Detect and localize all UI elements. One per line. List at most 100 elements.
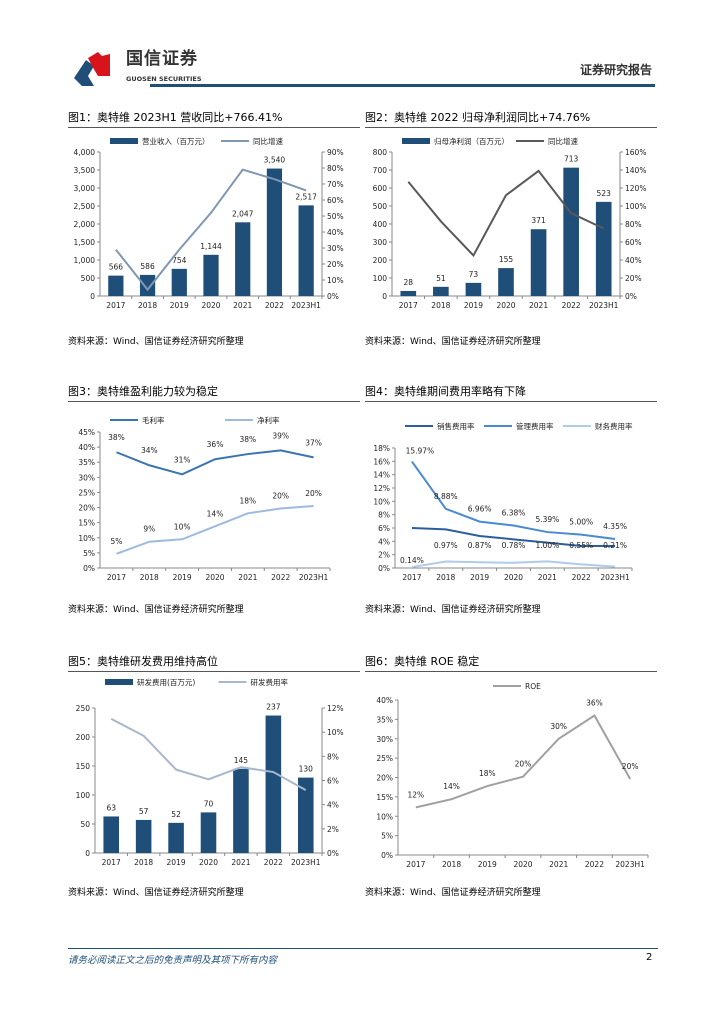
bar	[266, 168, 283, 296]
line-data-label: 20%	[515, 760, 532, 769]
legend-label: 毛利率	[142, 415, 165, 425]
x-tick-label: 2020	[513, 860, 532, 869]
x-tick-label: 2022	[265, 301, 284, 310]
y-tick-label-left: 25%	[78, 488, 95, 497]
bar-data-label: 145	[234, 756, 249, 765]
legend-label: 净利率	[257, 415, 280, 425]
bar-data-label: 2,517	[295, 192, 317, 201]
x-tick-label: 2021	[529, 301, 548, 310]
bar	[433, 286, 449, 296]
x-tick-label: 2021	[549, 860, 568, 869]
y-tick-label-left: 4,000	[74, 148, 96, 157]
y-tick-label-left: 2,000	[74, 220, 96, 229]
x-tick-label: 2019	[470, 573, 489, 582]
y-tick-label-left: 5%	[83, 549, 95, 558]
y-tick-label-left: 400	[373, 220, 388, 229]
bar	[530, 229, 547, 296]
figure-6-source: 资料来源：Wind、国信证券经济研究所整理	[365, 888, 541, 898]
x-tick-label: 2017	[402, 573, 421, 582]
line-data-label: 0.21%	[603, 541, 627, 550]
bar-data-label: 130	[299, 765, 314, 774]
line-data-label: 14%	[443, 782, 460, 791]
line-data-label: 38%	[108, 433, 125, 442]
x-tick-label: 2018	[431, 301, 450, 310]
x-tick-label: 2018	[442, 860, 461, 869]
legend-label: 营业收入（百万元）	[142, 136, 210, 146]
bar-data-label: 155	[499, 255, 514, 264]
y-tick-label-left: 5%	[381, 832, 393, 841]
y-tick-label-left: 16%	[373, 457, 390, 466]
line-data-label: 12%	[408, 790, 425, 799]
bar-data-label: 70	[204, 799, 214, 808]
x-tick-label: 2021	[238, 573, 257, 582]
x-tick-label: 2020	[496, 301, 515, 310]
bar	[135, 819, 152, 853]
line-data-label: 0.14%	[400, 556, 424, 565]
line-data-label: 14%	[207, 509, 224, 518]
legend-swatch-bar	[105, 679, 133, 685]
x-tick-label: 2020	[199, 858, 218, 867]
x-tick-label: 2019	[478, 860, 497, 869]
y-tick-label-right: 0%	[327, 292, 339, 301]
figure-4-title: 图4：奥特维期间费用率略有下降	[365, 385, 526, 398]
y-tick-label-left: 30%	[376, 735, 393, 744]
y-tick-label-left: 2,500	[74, 202, 96, 211]
line-data-label: 18%	[240, 496, 257, 505]
bar	[265, 715, 282, 853]
line-data-label: 1.00%	[535, 541, 559, 550]
x-tick-label: 2022	[271, 573, 290, 582]
y-tick-label-left: 200	[76, 733, 91, 742]
y-tick-label-left: 40%	[78, 443, 95, 452]
line-data-label: 6.38%	[502, 508, 526, 517]
bar	[563, 167, 579, 296]
line-data-label: 20%	[622, 762, 639, 771]
line-data-label: 31%	[174, 455, 191, 464]
figure-4-source: 资料来源：Wind、国信证券经济研究所整理	[365, 605, 541, 615]
y-tick-label-right: 20%	[625, 274, 642, 283]
x-tick-label: 2019	[167, 858, 186, 867]
x-tick-label: 2017	[406, 860, 425, 869]
line-data-label: 0.55%	[569, 541, 593, 550]
y-tick-label-right: 80%	[625, 220, 642, 229]
report-type-label: 证券研究报告	[580, 63, 653, 77]
legend-label: 研发费用率	[251, 677, 289, 687]
figure-3-chart: 0% 5% 10% 15% 20% 25% 30% 35% 40% 45% 2017 2018 2019…	[78, 415, 331, 582]
x-tick-label: 2018	[436, 573, 455, 582]
x-tick-label: 2017	[399, 301, 418, 310]
legend-label: 销售费用率	[437, 421, 475, 431]
y-tick-label-right: 10%	[327, 276, 344, 285]
legend-label: 财务费用率	[595, 421, 633, 431]
y-tick-label-left: 100	[76, 791, 91, 800]
y-tick-label-right: 0%	[327, 849, 339, 858]
figure-1-title: 图1：奥特维 2023H1 营收同比+766.41%	[68, 111, 283, 124]
x-tick-label: 2018	[138, 301, 157, 310]
bar-data-label: 52	[171, 810, 181, 819]
line-data-label: 0.97%	[434, 541, 458, 550]
x-tick-label: 2017	[107, 573, 126, 582]
y-tick-label-left: 1,500	[74, 238, 96, 247]
series-line	[411, 560, 616, 569]
legend-label: 管理费用率	[516, 421, 554, 431]
footer-divider	[68, 948, 658, 949]
y-tick-label-left: 100	[373, 274, 388, 283]
y-tick-label-left: 700	[373, 166, 388, 175]
y-tick-label-right: 2%	[327, 825, 339, 834]
y-tick-label-right: 4%	[327, 801, 339, 810]
x-tick-label: 2021	[231, 858, 250, 867]
y-tick-label-left: 0	[90, 292, 95, 301]
legend-swatch-bar	[110, 138, 138, 144]
x-tick-label: 2019	[170, 301, 189, 310]
y-tick-label-left: 8%	[378, 511, 390, 520]
y-tick-label-left: 20%	[376, 774, 393, 783]
line-data-label: 10%	[174, 522, 191, 531]
x-tick-label: 2023H1	[615, 860, 645, 869]
figure-3-rule	[68, 401, 360, 402]
x-tick-label: 2022	[585, 860, 604, 869]
y-tick-label-left: 35%	[78, 458, 95, 467]
y-tick-label-left: 3,500	[74, 166, 96, 175]
line-data-label: 37%	[305, 438, 322, 447]
logo-english-name: GUOSEN SECURITIES	[126, 75, 202, 83]
figure-1-rule	[68, 127, 360, 128]
line-data-label: 4.35%	[603, 522, 627, 531]
figure-3-source: 资料来源：Wind、国信证券经济研究所整理	[68, 605, 244, 615]
